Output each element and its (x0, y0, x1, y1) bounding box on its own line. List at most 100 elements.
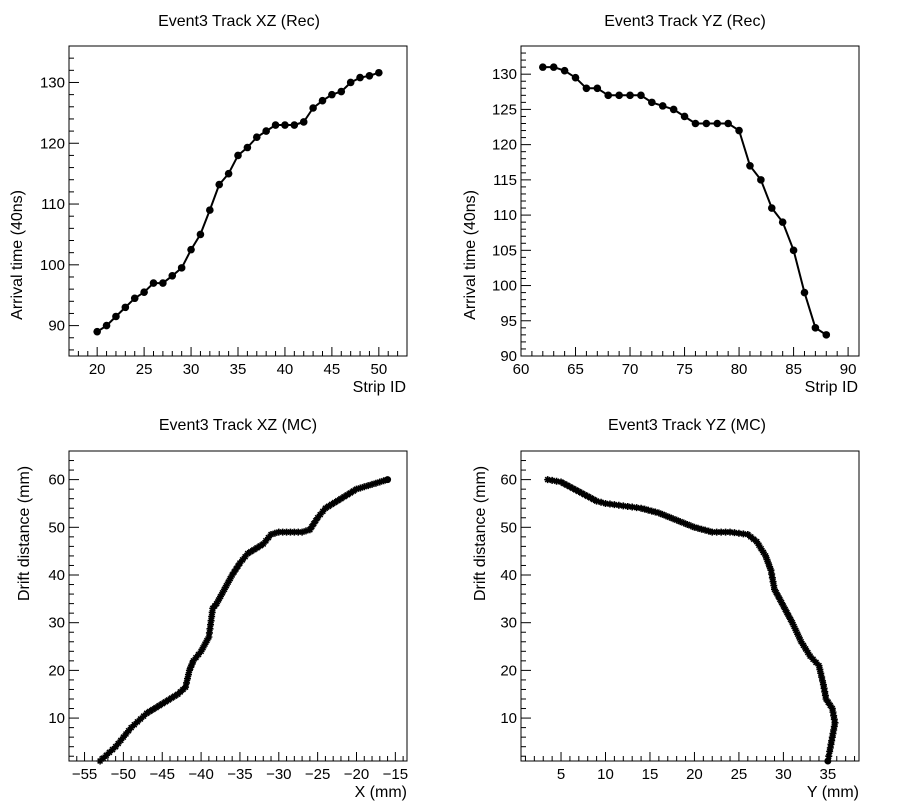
data-point (252, 133, 261, 141)
data-point (735, 126, 743, 135)
chart-title: Event3 Track XZ (MC) (159, 417, 317, 434)
data-point (830, 712, 838, 720)
x-tick-label: 85 (785, 361, 802, 378)
chart-title: Event3 Track YZ (Rec) (604, 13, 766, 30)
data-point (772, 589, 780, 597)
data-point (809, 655, 817, 663)
x-tick-label: 10 (597, 766, 614, 783)
chart-title: Event3 Track XZ (Rec) (158, 13, 320, 30)
data-point (799, 641, 807, 649)
data-point (615, 91, 623, 100)
data-point (205, 633, 213, 641)
data-point (122, 730, 130, 738)
data-point (312, 517, 320, 525)
y-tick-label: 60 (48, 472, 65, 489)
data-point (553, 477, 561, 485)
data-point (262, 537, 270, 545)
data-point (136, 715, 144, 723)
data-point (757, 176, 765, 184)
data-point (824, 757, 832, 765)
data-point (783, 609, 791, 617)
data-point (767, 566, 775, 574)
x-tick-label: −50 (111, 766, 136, 783)
data-point (560, 66, 569, 75)
data-point (283, 528, 291, 536)
x-tick-label: 70 (622, 361, 639, 378)
data-point (806, 652, 814, 660)
data-point (669, 515, 677, 523)
data-point (376, 478, 384, 486)
data-point (821, 688, 829, 696)
data-point (593, 84, 602, 93)
data-point (226, 575, 234, 583)
data-point (610, 501, 618, 509)
y-tick-label: 105 (492, 242, 517, 259)
data-point (149, 279, 158, 287)
data-point (368, 480, 376, 488)
x-tick-label: 80 (731, 361, 748, 378)
x-tick-label: 90 (840, 361, 857, 378)
data-point (109, 746, 117, 754)
data-point (830, 726, 838, 734)
y-tick-label: 10 (48, 710, 65, 727)
panel-yz-rec: Event3 Track YZ (Rec) Strip ID Arrival t… (462, 13, 860, 396)
data-point (691, 119, 700, 128)
data-point (759, 548, 767, 556)
y-tick-label: 90 (48, 318, 65, 335)
data-point (828, 733, 836, 741)
data-point (648, 98, 656, 107)
data-point (778, 218, 787, 226)
data-point (698, 525, 706, 533)
data-point (816, 665, 824, 673)
data-point (121, 303, 130, 312)
data-point (275, 528, 283, 536)
x-tick-label: 25 (731, 766, 748, 783)
data-point (624, 502, 632, 510)
data-point (207, 621, 215, 629)
data-point (365, 71, 374, 80)
data-point (560, 480, 568, 488)
y-tick-label: 60 (500, 472, 517, 489)
x-tick-label: 20 (686, 766, 703, 783)
data-point (701, 526, 709, 534)
data-point (658, 102, 667, 110)
data-point (189, 657, 197, 665)
data-point (829, 708, 837, 716)
data-point (196, 230, 205, 239)
data-point (360, 483, 368, 491)
data-point (821, 691, 829, 699)
data-point (228, 571, 236, 579)
data-point (824, 698, 832, 706)
data-point (192, 654, 200, 662)
data-point (770, 581, 778, 589)
data-point (239, 556, 247, 564)
data-point (102, 751, 110, 759)
data-point (572, 486, 580, 494)
x-tick-label: −30 (266, 766, 291, 783)
data-point (349, 487, 357, 495)
data-point (800, 288, 809, 297)
data-point (217, 592, 225, 600)
y-tick-label: 100 (40, 257, 65, 274)
data-point (566, 483, 574, 491)
x-tick-label: −25 (305, 766, 330, 783)
data-point (309, 104, 317, 112)
data-point (171, 692, 179, 700)
data-point (199, 644, 207, 652)
data-point (314, 514, 322, 522)
plot-area: −55 −50 −45 −40 −35 −30 −25 −20 −15 10 20 30 40 50 60 (48, 450, 408, 783)
data-point (637, 504, 645, 512)
y-tick-label: 90 (500, 348, 517, 365)
data-point (804, 649, 812, 656)
data-point (213, 600, 221, 608)
data-point (302, 527, 310, 535)
data-point (224, 578, 232, 586)
data-point (346, 78, 355, 87)
data-point (264, 534, 272, 542)
data-point (112, 312, 120, 321)
series-line (96, 71, 380, 333)
data-point (286, 528, 294, 536)
data-point (815, 662, 823, 670)
panel-xz-mc: Event3 Track XZ (MC) X (mm) Drift distan… (16, 417, 408, 801)
data-point (797, 638, 805, 646)
